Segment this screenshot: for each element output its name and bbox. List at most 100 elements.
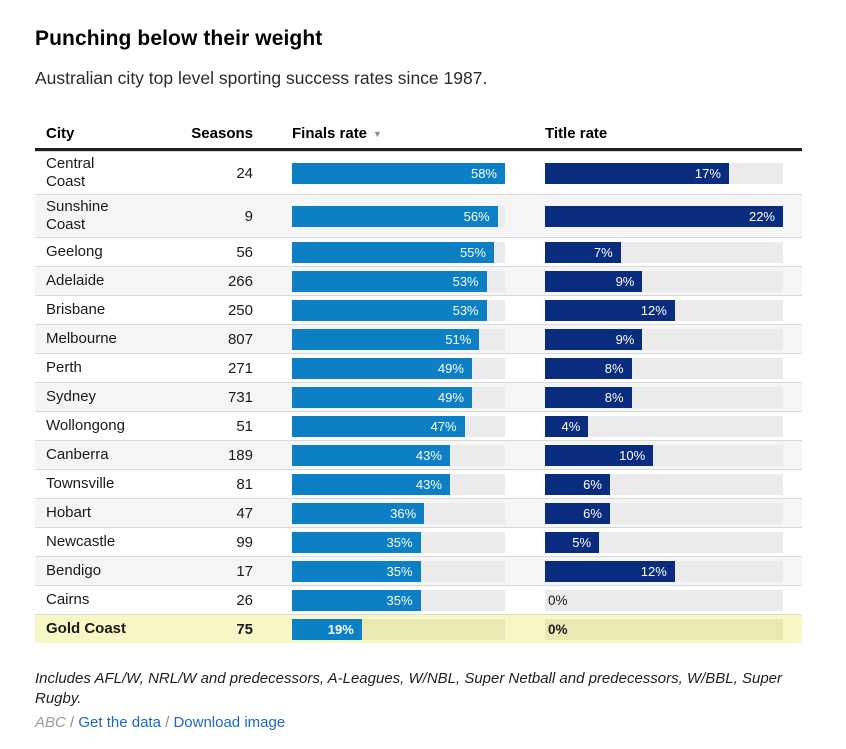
city-cell: Sunshine Coast [46,198,109,233]
title-bar-track: 7% [545,241,783,263]
table-row: Sunshine Coast 9 56% 22% [35,194,802,237]
city-cell: Newcastle [46,533,116,550]
finals-rate-bar: 35% [292,589,421,611]
finals-rate-bar: 55% [292,241,494,263]
seasons-cell: 189 [227,446,253,464]
title-rate-value: 5% [572,534,592,550]
table-row: Newcastle 99 35% 5% [35,527,802,556]
title-rate-bar: 8% [545,357,632,379]
finals-bar-track: 53% [292,270,505,292]
title-rate-bar: 9% [545,270,643,292]
finals-rate-bar: 35% [292,531,421,553]
column-header-finals-label: Finals rate [292,125,368,142]
table-row: Sydney 731 49% 8% [35,382,802,411]
title-bar-track: 4% [545,415,783,437]
seasons-cell: 9 [244,207,253,225]
success-rate-table: City Seasons Finals rate ▼ Title rate Cen… [35,125,802,643]
column-header-city[interactable]: City [46,125,75,142]
finals-rate-cell: 47% [253,415,545,437]
title-bar-track: 0% [545,618,783,640]
city-cell: Sydney [46,388,97,405]
seasons-cell: 51 [236,417,253,435]
finals-rate-cell: 36% [253,502,545,524]
download-image-link[interactable]: Download image [173,714,286,731]
title-rate-cell: 9% [545,328,802,350]
seasons-cell: 56 [236,243,253,261]
finals-bar-track: 19% [292,618,505,640]
table-row: Bendigo 17 35% 12% [35,556,802,585]
source-label: ABC [35,714,66,731]
city-cell: Hobart [46,504,92,521]
seasons-cell: 26 [236,591,253,609]
city-cell: Brisbane [46,301,106,318]
city-cell: Central Coast [46,155,95,190]
finals-bar-track: 36% [292,502,505,524]
seasons-cell: 75 [236,620,253,638]
finals-bar-track: 35% [292,589,505,611]
title-rate-cell: 6% [545,502,802,524]
table-body: Central Coast 24 58% 17% [35,151,802,643]
title-rate-bar: 6% [545,502,610,524]
title-bar-track: 8% [545,357,783,379]
title-rate-cell: 22% [545,205,802,227]
title-rate-cell: 8% [545,357,802,379]
finals-rate-value: 47% [430,418,457,434]
finals-rate-value: 56% [463,208,490,224]
finals-bar-track: 35% [292,560,505,582]
finals-rate-value: 53% [452,273,479,289]
table-row: Melbourne 807 51% 9% [35,324,802,353]
finals-rate-value: 51% [445,331,472,347]
title-bar-track: 0% [545,589,783,611]
finals-rate-bar: 58% [292,162,505,184]
city-cell: Adelaide [46,272,105,289]
seasons-cell: 731 [227,388,253,406]
table-row: Perth 271 49% 8% [35,353,802,382]
title-rate-cell: 0% [545,618,802,640]
column-header-finals-rate[interactable]: Finals rate ▼ [253,125,545,142]
title-rate-value: 12% [640,302,667,318]
finals-rate-cell: 49% [253,386,545,408]
title-rate-value: 7% [593,244,613,260]
finals-rate-cell: 56% [253,205,545,227]
seasons-cell: 81 [236,475,253,493]
column-header-title-rate[interactable]: Title rate [545,125,608,142]
finals-bar-track: 56% [292,205,505,227]
title-bar-track: 17% [545,162,783,184]
get-the-data-link[interactable]: Get the data [78,714,161,731]
finals-bar-track: 43% [292,473,505,495]
title-rate-bar: 6% [545,473,610,495]
finals-rate-value: 43% [415,447,442,463]
title-rate-cell: 17% [545,162,802,184]
title-rate-cell: 10% [545,444,802,466]
title-bar-track: 9% [545,270,783,292]
title-rate-value: 9% [615,273,635,289]
finals-bar-track: 51% [292,328,505,350]
title-rate-cell: 7% [545,241,802,263]
city-cell: Wollongong [46,417,125,434]
city-cell: Geelong [46,243,103,260]
finals-rate-bar: 19% [292,618,362,640]
table-row: Wollongong 51 47% 4% [35,411,802,440]
title-rate-bar: 22% [545,205,783,227]
title-rate-bar: 10% [545,444,654,466]
footnote: Includes AFL/W, NRL/W and predecessors, … [35,670,783,707]
finals-rate-bar: 35% [292,560,421,582]
seasons-cell: 266 [227,272,253,290]
finals-rate-cell: 35% [253,560,545,582]
column-header-seasons[interactable]: Seasons [191,125,253,142]
title-rate-cell: 6% [545,473,802,495]
title-rate-bar: 17% [545,162,729,184]
table-header-row: City Seasons Finals rate ▼ Title rate [35,125,802,151]
title-rate-bar: 12% [545,560,675,582]
finals-bar-track: 55% [292,241,505,263]
finals-rate-value: 49% [437,389,464,405]
title-bar-track: 22% [545,205,783,227]
table-row: Adelaide 266 53% 9% [35,266,802,295]
finals-rate-bar: 56% [292,205,498,227]
sort-desc-icon[interactable]: ▼ [373,129,382,139]
title-bar-track: 10% [545,444,783,466]
title-rate-value: 8% [604,360,624,376]
table-row: Canberra 189 43% 10% [35,440,802,469]
title-bar-track: 8% [545,386,783,408]
seasons-cell: 271 [227,359,253,377]
